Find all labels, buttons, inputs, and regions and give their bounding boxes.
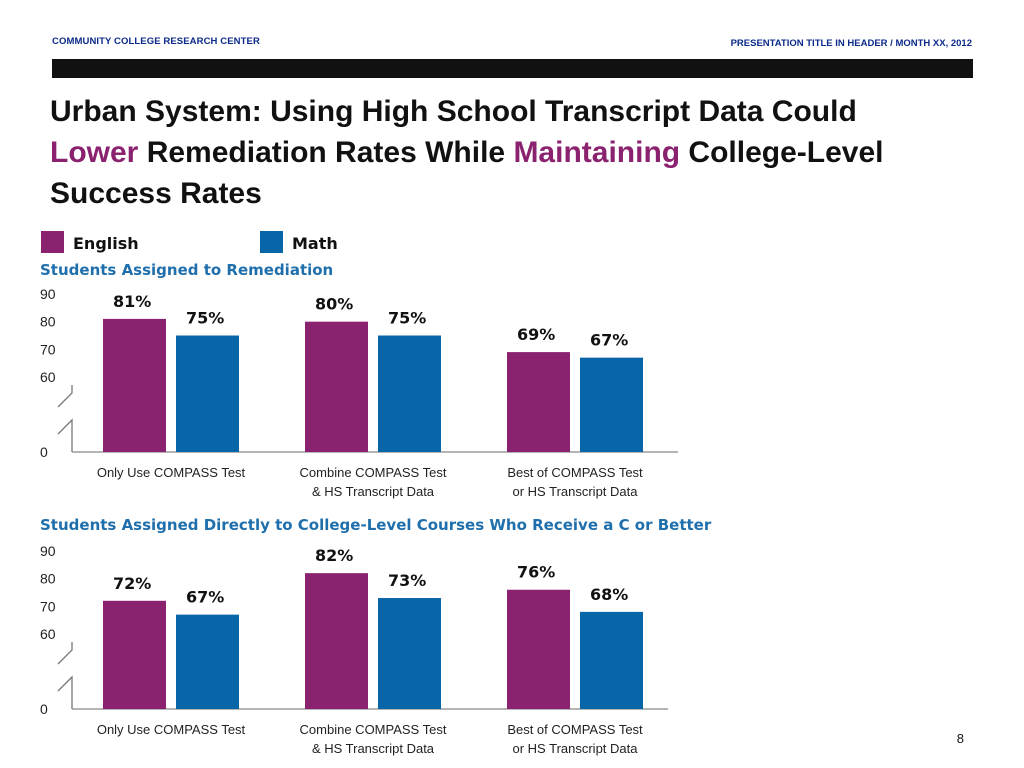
chart1-value-label-math-2: 75% bbox=[388, 309, 426, 328]
chart2-bar-math-1 bbox=[176, 614, 239, 709]
chart2-title: Students Assigned Directly to College-Le… bbox=[40, 516, 712, 534]
chart1-ytick-80: 80 bbox=[40, 314, 56, 330]
chart1-bar-math-3 bbox=[580, 357, 643, 452]
chart1-bar-english-2 bbox=[305, 321, 368, 452]
chart1-ytick-70: 70 bbox=[40, 341, 56, 357]
slide-title: Urban System: Using High School Transcri… bbox=[50, 91, 950, 214]
chart2-ytick-0: 0 bbox=[40, 701, 48, 717]
title-highlight-lower: Lower bbox=[50, 136, 139, 169]
chart2-axis-break-upper bbox=[57, 642, 73, 665]
title-highlight-maintaining: Maintaining bbox=[513, 136, 681, 169]
chart2-category-label-2-line-2: & HS Transcript Data bbox=[312, 741, 435, 756]
legend-swatch-english bbox=[41, 231, 64, 253]
header-bar bbox=[52, 59, 973, 78]
chart2-value-label-english-2: 82% bbox=[315, 546, 353, 565]
chart2-value-label-english-3: 76% bbox=[517, 563, 555, 582]
chart2-bar-math-2 bbox=[378, 598, 441, 709]
title-part-2: Remediation Rates While bbox=[138, 136, 514, 169]
chart1-bar-english-3 bbox=[507, 352, 570, 452]
chart1-ytick-60: 60 bbox=[40, 369, 56, 385]
chart2-value-label-math-1: 67% bbox=[186, 588, 224, 607]
chart1-value-label-english-2: 80% bbox=[315, 295, 353, 314]
legend-label-english: English bbox=[73, 234, 139, 253]
chart1-ytick-0: 0 bbox=[40, 444, 48, 460]
org-name: COMMUNITY COLLEGE RESEARCH CENTER bbox=[52, 36, 260, 47]
chart2-axis-break-lower bbox=[57, 675, 73, 709]
chart2-category-label-3-line-2: or HS Transcript Data bbox=[513, 741, 639, 756]
chart1-bar-english-1 bbox=[103, 318, 166, 452]
chart2-value-label-english-1: 72% bbox=[113, 574, 151, 593]
chart2-category-label-2-line-1: Combine COMPASS Test bbox=[300, 722, 447, 737]
chart2-category-label-3-line-1: Best of COMPASS Test bbox=[507, 722, 643, 737]
chart1-value-label-english-3: 69% bbox=[517, 325, 555, 344]
chart1-category-label-2-line-2: & HS Transcript Data bbox=[312, 484, 435, 499]
legend-swatch-math bbox=[260, 231, 283, 253]
chart1-axis-break-upper bbox=[57, 385, 73, 408]
title-part-1: Urban System: Using High School Transcri… bbox=[50, 95, 857, 128]
chart1-category-label-2-line-1: Combine COMPASS Test bbox=[300, 465, 447, 480]
chart2-bar-math-3 bbox=[580, 611, 643, 709]
chart2-value-label-math-2: 73% bbox=[388, 571, 426, 590]
chart1-value-label-english-1: 81% bbox=[113, 292, 151, 311]
chart2-category-label-1-line-1: Only Use COMPASS Test bbox=[97, 722, 246, 737]
chart1-value-label-math-1: 75% bbox=[186, 309, 224, 328]
chart1-ytick-90: 90 bbox=[40, 286, 56, 302]
chart2-bar-english-1 bbox=[103, 600, 166, 709]
chart2-ytick-80: 80 bbox=[40, 571, 56, 587]
chart1-value-label-math-3: 67% bbox=[590, 331, 628, 350]
chart1-title: Students Assigned to Remediation bbox=[40, 261, 333, 279]
title-part-3: College-Level Success Rates bbox=[50, 136, 884, 210]
chart1-axis-break-lower bbox=[57, 418, 73, 452]
chart1-category-label-1-line-1: Only Use COMPASS Test bbox=[97, 465, 246, 480]
page-number: 8 bbox=[956, 731, 964, 746]
chart2-bar-english-3 bbox=[507, 589, 570, 709]
legend-label-math: Math bbox=[292, 234, 338, 253]
chart1-category-label-3-line-2: or HS Transcript Data bbox=[513, 484, 639, 499]
chart2-value-label-math-3: 68% bbox=[590, 585, 628, 604]
chart2-ytick-70: 70 bbox=[40, 598, 56, 614]
chart1-category-label-3-line-1: Best of COMPASS Test bbox=[507, 465, 643, 480]
chart2-bar-english-2 bbox=[305, 573, 368, 709]
chart1-bar-math-2 bbox=[378, 335, 441, 452]
presentation-header: PRESENTATION TITLE IN HEADER / MONTH XX,… bbox=[730, 38, 972, 49]
chart1-bar-math-1 bbox=[176, 335, 239, 452]
chart2-ytick-90: 90 bbox=[40, 543, 56, 559]
chart2-ytick-60: 60 bbox=[40, 626, 56, 642]
